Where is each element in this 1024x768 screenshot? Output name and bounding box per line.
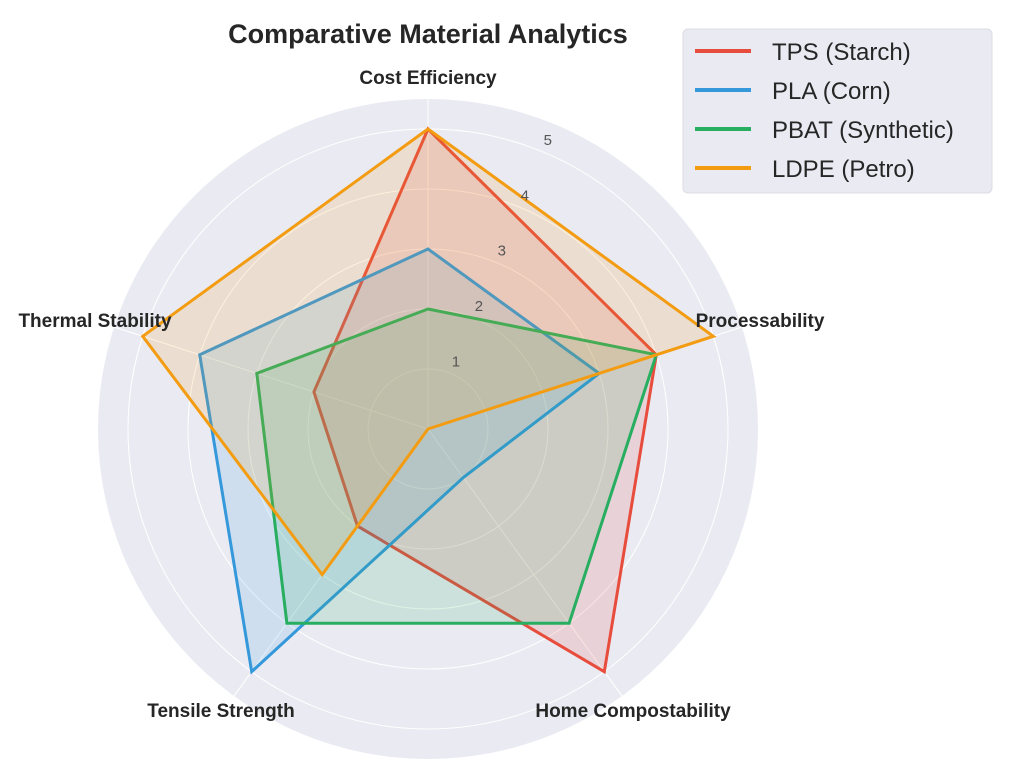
series-fill-1 (199, 249, 600, 672)
series-line-2 (255, 307, 659, 625)
axis-label: Processability (696, 311, 825, 332)
legend-label: TPS (Starch) (772, 39, 911, 66)
grid-spoke (113, 326, 429, 430)
legend-box (682, 28, 993, 194)
axis-label: Tensile Strength (147, 701, 294, 722)
legend-label: PBAT (Synthetic) (772, 117, 954, 144)
axis-label: Home Compostability (535, 701, 731, 722)
radial-tick-label: 5 (544, 132, 552, 149)
radial-tick-label: 3 (498, 243, 506, 260)
axis-label: Thermal Stability (18, 311, 172, 332)
radial-tick-label: 2 (475, 298, 483, 315)
axis-label: Cost Efficiency (359, 68, 497, 89)
series-line-3 (140, 127, 717, 578)
series-line-1 (198, 247, 602, 675)
chart-title: Comparative Material Analytics (228, 19, 628, 49)
legend-label: LDPE (Petro) (772, 156, 915, 183)
legend-label: PLA (Corn) (772, 78, 891, 105)
radial-tick-label: 1 (452, 354, 460, 371)
legend: TPS (Starch) PLA (Corn) PBAT (Synthetic) LD… (682, 28, 993, 194)
series-line-0 (312, 126, 658, 675)
radial-tick-label: 4 (521, 187, 529, 204)
series-fill-3 (142, 129, 714, 575)
grid-spoke (427, 428, 623, 697)
